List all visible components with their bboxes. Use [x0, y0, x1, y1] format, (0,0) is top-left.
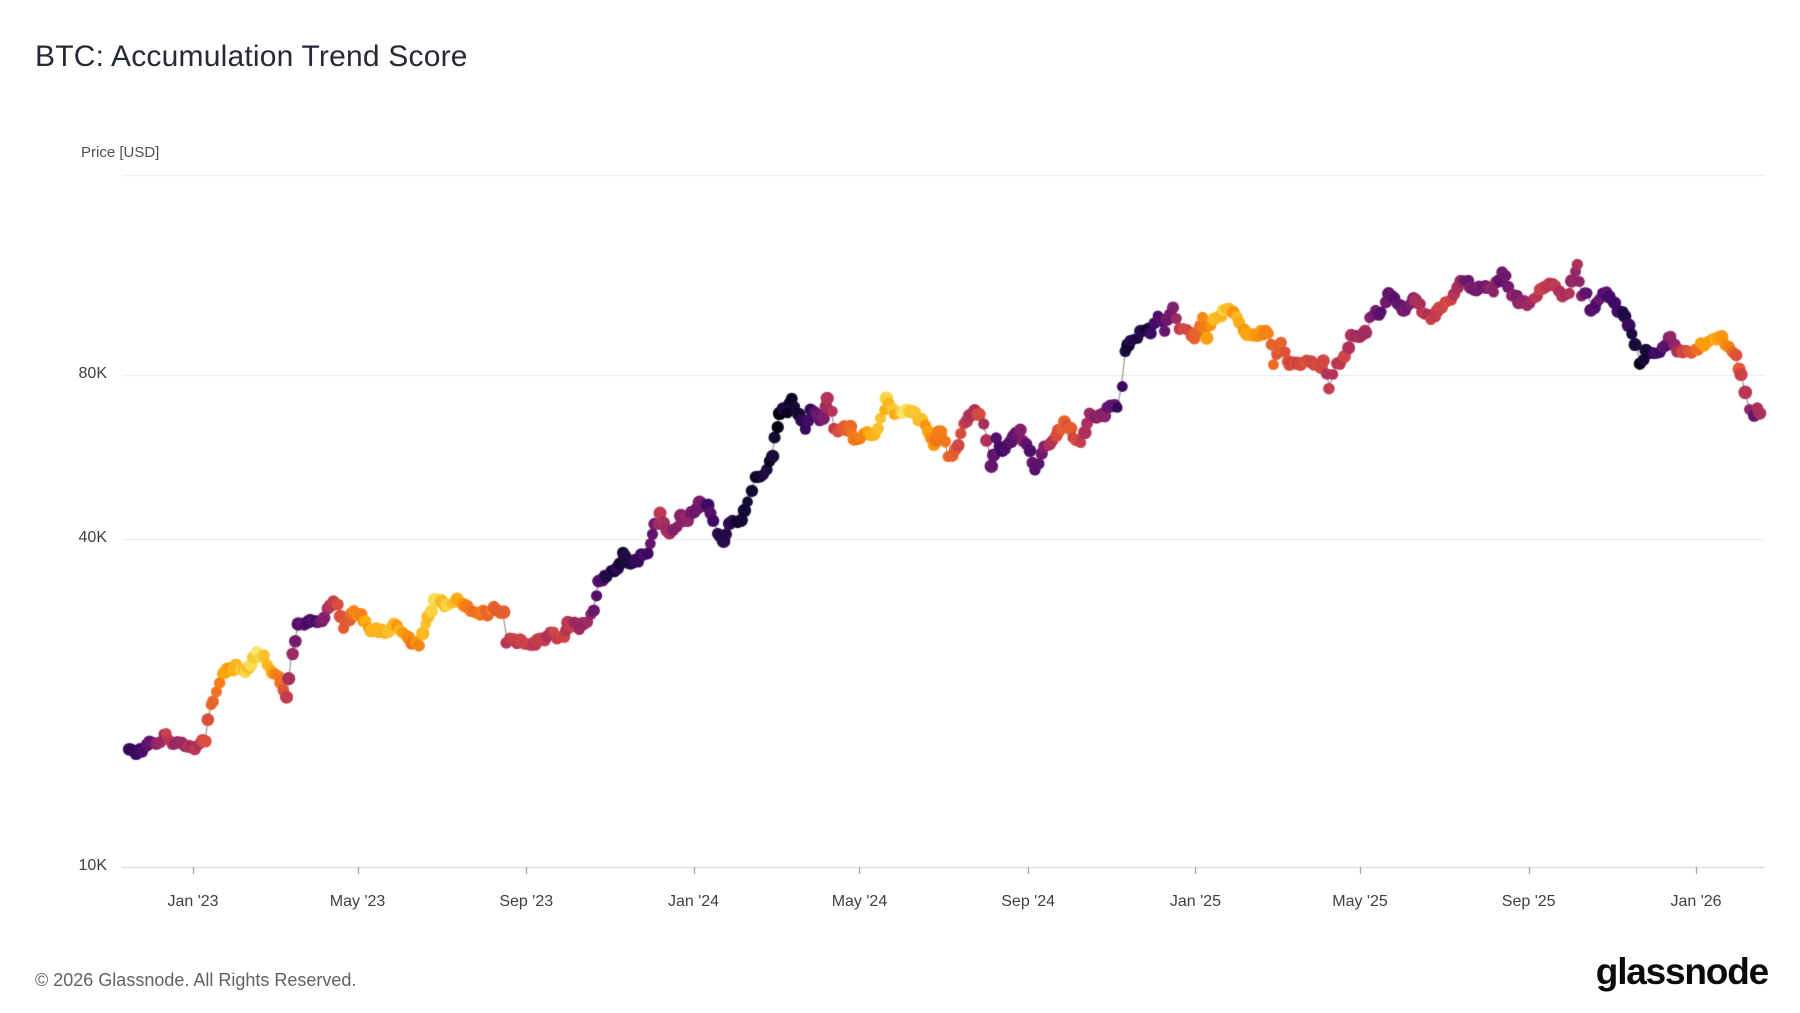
- x-tick-label: May '25: [1332, 893, 1388, 910]
- x-tick-label: May '23: [329, 893, 386, 910]
- x-tick-label: Jan '24: [667, 893, 720, 910]
- x-tick-label: Sep '25: [1501, 893, 1556, 910]
- copyright-text: © 2026 Glassnode. All Rights Reserved.: [35, 970, 357, 990]
- y-tick-label: 80K: [78, 364, 107, 382]
- x-tick-label: Jan '23: [167, 893, 219, 910]
- x-tick-label: Jan '25: [1169, 893, 1221, 910]
- y-tick-label: 10K: [78, 857, 107, 874]
- x-tick-label: Sep '24: [1001, 893, 1056, 910]
- x-tick-label: Sep '23: [499, 893, 554, 910]
- y-tick-label: 40K: [78, 528, 107, 546]
- x-tick-label: May '24: [831, 893, 888, 910]
- x-tick-label: Jan '26: [1670, 893, 1722, 910]
- glassnode-logo: glassnode: [1595, 951, 1769, 992]
